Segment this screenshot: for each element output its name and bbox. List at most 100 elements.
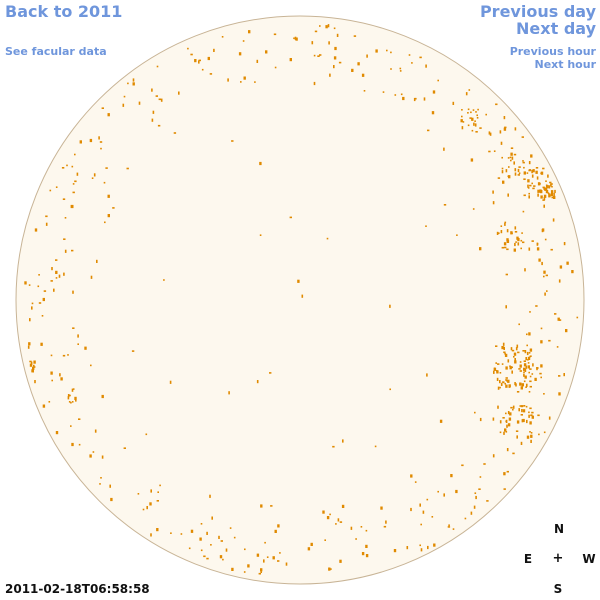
facula-mark bbox=[67, 354, 69, 356]
facula-mark bbox=[523, 367, 526, 371]
facula-mark bbox=[503, 346, 505, 350]
facula-mark bbox=[508, 384, 511, 388]
facula-mark bbox=[264, 541, 266, 544]
facula-mark bbox=[219, 555, 223, 559]
facula-mark bbox=[41, 315, 44, 317]
facula-mark bbox=[516, 344, 519, 348]
facula-mark bbox=[101, 107, 104, 109]
facula-mark bbox=[163, 279, 165, 281]
facula-mark bbox=[541, 261, 543, 266]
facula-mark bbox=[227, 78, 229, 82]
next-day-link[interactable]: Next day bbox=[516, 19, 596, 38]
facula-mark bbox=[553, 195, 556, 199]
see-facular-data-link[interactable]: See facular data bbox=[5, 45, 107, 58]
facula-mark bbox=[274, 529, 277, 533]
facula-mark bbox=[511, 156, 514, 160]
facula-mark bbox=[553, 192, 555, 197]
facula-mark bbox=[77, 334, 79, 338]
facula-mark bbox=[537, 193, 539, 197]
previous-day-link[interactable]: Previous day bbox=[479, 2, 596, 21]
facula-mark bbox=[522, 241, 525, 244]
compass-center-icon: + bbox=[552, 551, 564, 566]
facula-mark bbox=[231, 567, 234, 571]
facula-mark bbox=[110, 497, 113, 502]
facula-mark bbox=[333, 27, 336, 30]
facula-mark bbox=[505, 412, 507, 415]
facula-mark bbox=[38, 274, 40, 276]
solar-disk bbox=[15, 15, 585, 585]
facula-mark bbox=[528, 371, 530, 374]
facula-mark bbox=[462, 121, 465, 123]
back-to-year-link[interactable]: Back to 2011 bbox=[5, 2, 123, 21]
facula-mark bbox=[329, 73, 331, 77]
facula-mark bbox=[521, 383, 524, 387]
facula-mark bbox=[151, 118, 154, 122]
facula-mark bbox=[28, 342, 31, 346]
facula-mark bbox=[507, 193, 509, 197]
facula-mark bbox=[530, 434, 533, 438]
facula-mark bbox=[256, 380, 259, 384]
facula-mark bbox=[526, 344, 528, 347]
facula-mark bbox=[528, 195, 530, 199]
facula-mark bbox=[545, 274, 548, 277]
facula-mark bbox=[229, 527, 232, 529]
facula-mark bbox=[426, 373, 428, 377]
facula-mark bbox=[471, 117, 474, 121]
facula-mark bbox=[238, 52, 242, 56]
facula-mark bbox=[504, 353, 508, 357]
next-hour-link[interactable]: Next hour bbox=[534, 58, 597, 71]
facula-mark bbox=[523, 373, 525, 377]
facula-mark bbox=[29, 360, 32, 363]
facula-mark bbox=[540, 195, 543, 199]
facula-mark bbox=[492, 190, 494, 194]
facula-mark bbox=[326, 237, 329, 240]
facula-mark bbox=[474, 123, 477, 127]
facula-mark bbox=[535, 170, 538, 174]
facula-mark bbox=[497, 232, 500, 234]
facula-mark bbox=[68, 401, 71, 403]
facula-mark bbox=[506, 448, 509, 452]
facula-mark bbox=[519, 370, 522, 372]
facula-mark bbox=[263, 559, 265, 563]
facula-mark bbox=[84, 346, 87, 350]
facula-mark bbox=[473, 505, 476, 509]
facula-mark bbox=[49, 189, 52, 192]
facula-mark bbox=[307, 547, 311, 551]
facula-mark bbox=[509, 156, 512, 159]
facula-mark bbox=[100, 477, 102, 479]
facula-mark bbox=[152, 110, 155, 114]
facula-mark bbox=[529, 348, 533, 352]
facula-mark bbox=[537, 414, 540, 417]
facula-mark bbox=[329, 513, 331, 516]
facula-mark bbox=[521, 136, 524, 138]
facula-mark bbox=[525, 405, 528, 408]
facula-mark bbox=[48, 401, 51, 403]
facula-mark bbox=[471, 129, 474, 132]
facula-mark bbox=[512, 408, 514, 411]
facula-mark bbox=[55, 277, 58, 279]
previous-hour-link[interactable]: Previous hour bbox=[509, 45, 596, 58]
facula-mark bbox=[402, 96, 405, 101]
facula-mark bbox=[518, 166, 521, 168]
facula-mark bbox=[432, 90, 436, 94]
facula-mark bbox=[422, 510, 425, 514]
facula-mark bbox=[55, 259, 58, 261]
facula-mark bbox=[213, 48, 215, 52]
facula-mark bbox=[437, 490, 439, 493]
facula-mark bbox=[339, 559, 342, 563]
facula-mark bbox=[528, 411, 530, 414]
facula-mark bbox=[78, 443, 81, 446]
facula-mark bbox=[540, 364, 543, 368]
facula-mark bbox=[514, 358, 516, 362]
facula-mark bbox=[342, 439, 344, 443]
facula-mark bbox=[30, 361, 33, 365]
facula-mark bbox=[63, 238, 66, 240]
facula-mark bbox=[557, 317, 560, 321]
facula-mark bbox=[89, 138, 93, 143]
facula-mark bbox=[414, 481, 417, 483]
facula-mark bbox=[210, 544, 212, 546]
facula-mark bbox=[33, 364, 35, 367]
facula-mark bbox=[338, 61, 342, 64]
facula-mark bbox=[394, 94, 397, 96]
facula-mark bbox=[107, 194, 110, 198]
